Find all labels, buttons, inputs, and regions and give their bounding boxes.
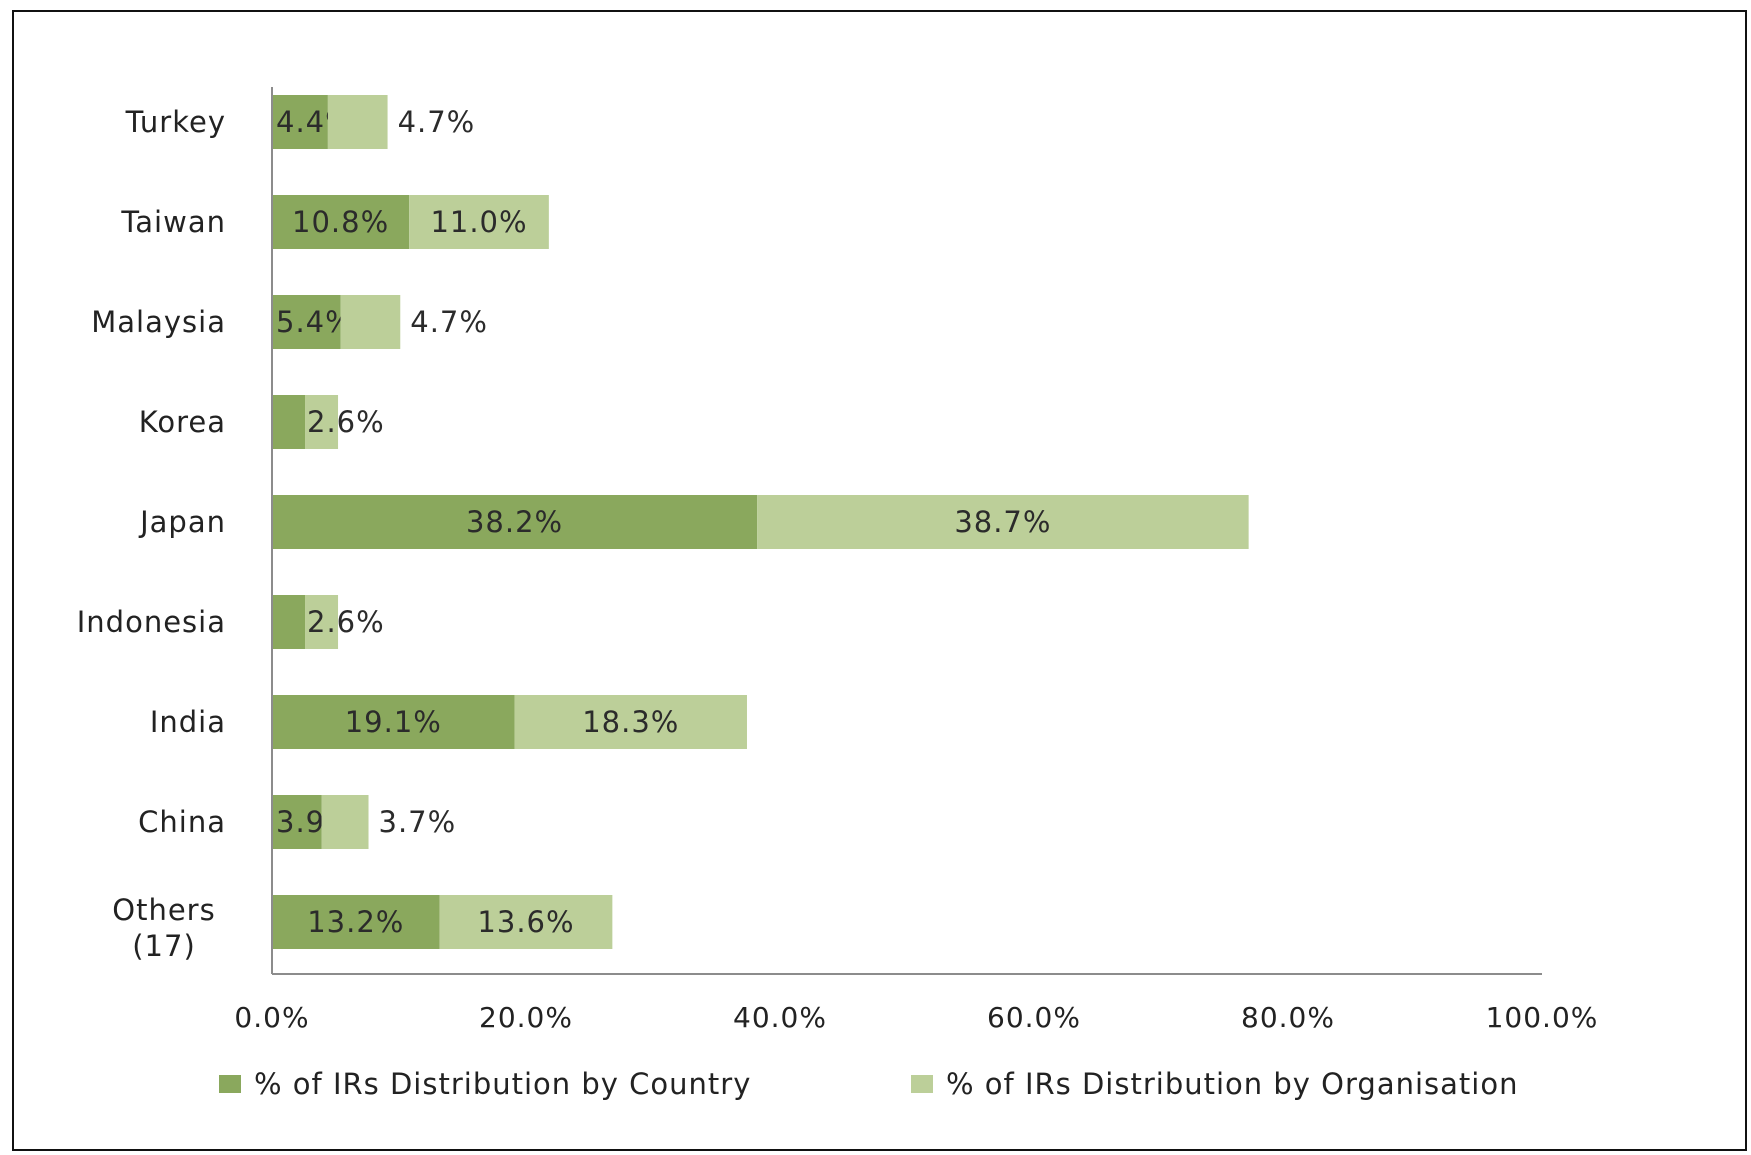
category-label: Korea: [139, 405, 226, 439]
data-label: 13.6%: [477, 905, 574, 939]
data-label: 11.0%: [430, 205, 527, 239]
bar-segment: [272, 395, 306, 449]
data-label: 38.2%: [466, 505, 563, 539]
bar-segment: [272, 195, 410, 249]
bar-segment: [272, 495, 758, 549]
data-label: 4.7%: [410, 305, 488, 339]
x-tick-label: 0.0%: [234, 1001, 309, 1034]
data-label: 10.8%: [292, 205, 389, 239]
bar-segment: [439, 895, 613, 949]
category-label: Indonesia: [77, 605, 226, 639]
stacked-bar-chart: Turkey 4.4% 4.7%Taiwan 10.8% 11.0%Malaysia 5.…: [77, 87, 1599, 1101]
bar-segment: [757, 495, 1249, 549]
x-tick-label: 100.0%: [1486, 1001, 1599, 1034]
legend-swatch: [911, 1075, 933, 1093]
bar-segment: [321, 795, 369, 849]
data-label: 19.1%: [345, 705, 442, 739]
legend-swatch: [219, 1075, 241, 1093]
category-label: China: [138, 805, 226, 839]
bar-segment: [272, 595, 306, 649]
data-label: 3.7%: [379, 805, 457, 839]
data-label: 4.7%: [398, 105, 476, 139]
x-tick-label: 20.0%: [479, 1001, 573, 1034]
legend-label: % of IRs Distribution by Country: [254, 1067, 751, 1101]
bar-segment: [305, 595, 339, 649]
bar-segment: [272, 695, 515, 749]
category-label: India: [150, 705, 226, 739]
data-label: 13.2%: [307, 905, 404, 939]
legend-label: % of IRs Distribution by Organisation: [946, 1067, 1518, 1101]
category-label: Japan: [138, 505, 226, 539]
bar-segment: [514, 695, 747, 749]
category-label: Taiwan: [120, 205, 226, 239]
bar-segment: [409, 195, 549, 249]
bar-segment: [305, 395, 339, 449]
data-label: 2.6%: [307, 605, 385, 639]
bar-segment: [340, 295, 401, 349]
x-tick-label: 60.0%: [987, 1001, 1081, 1034]
x-tick-label: 80.0%: [1241, 1001, 1335, 1034]
category-label: Malaysia: [91, 305, 226, 339]
category-label: Turkey: [125, 105, 226, 139]
bar-segment: [272, 95, 328, 149]
data-label: 18.3%: [582, 705, 679, 739]
x-tick-label: 40.0%: [733, 1001, 827, 1034]
bar-segment: [272, 795, 322, 849]
data-label: 2.6%: [307, 405, 385, 439]
bar-segment: [327, 95, 388, 149]
chart-frame: Turkey 4.4% 4.7% Taiwan 10.8% 11.0% Malaysia 5.…: [12, 10, 1747, 1151]
data-label: 5.4%: [276, 305, 354, 339]
bar-segment: [272, 895, 440, 949]
bar-segment: [272, 295, 341, 349]
category-label: Others (17): [112, 893, 215, 963]
data-label: 38.7%: [954, 505, 1051, 539]
